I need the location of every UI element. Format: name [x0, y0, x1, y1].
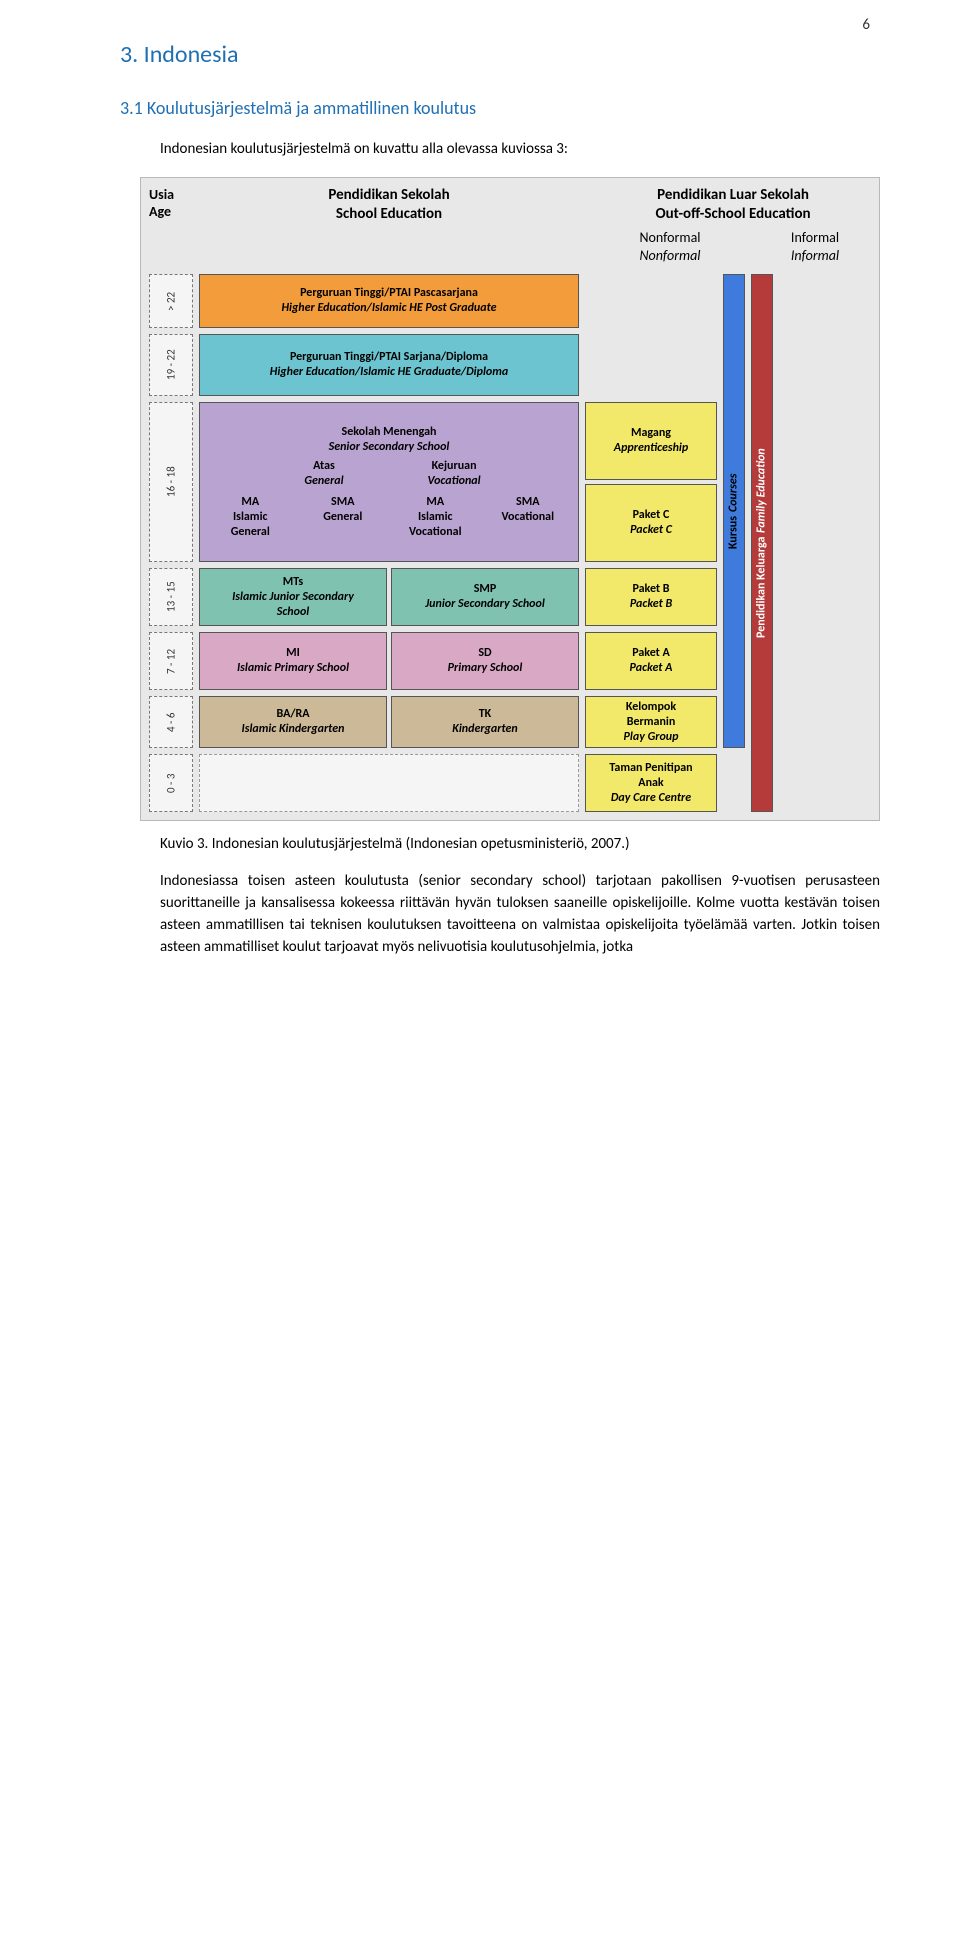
subsection-heading: 3.1 Koulutusjärjestelmä ja ammatillinen …: [120, 97, 880, 119]
section-heading: 3. Indonesia: [120, 40, 880, 69]
page-number: 6: [862, 16, 870, 34]
box-mi: MI Islamic Primary School: [199, 632, 387, 690]
hdr-school: Pendidikan Sekolah School Education: [199, 186, 579, 265]
box-senior-secondary: Sekolah Menengah Senior Secondary School…: [199, 402, 579, 562]
education-system-diagram: Usia Age Pendidikan Sekolah School Educa…: [140, 177, 880, 822]
box-postgrad: Perguruan Tinggi/PTAI Pascasarjana Highe…: [199, 274, 579, 328]
age-label: 13 - 15: [149, 568, 193, 626]
figure-caption: Kuvio 3. Indonesian koulutusjärjestelmä …: [160, 835, 880, 853]
intro-paragraph: Indonesian koulutusjärjestelmä on kuvatt…: [160, 139, 880, 161]
box-packet-c: Paket C Packet C: [585, 484, 717, 562]
box-tk: TK Kindergarten: [391, 696, 579, 748]
diagram-header: Usia Age Pendidikan Sekolah School Educa…: [149, 186, 871, 265]
box-empty: [199, 754, 579, 812]
box-packet-b: Paket B Packet B: [585, 568, 717, 626]
age-label: 19 - 22: [149, 334, 193, 396]
box-smp: SMP Junior Secondary School: [391, 568, 579, 626]
box-packet-a: Paket A Packet A: [585, 632, 717, 690]
box-playgroup: Kelompok Bermanin Play Group: [585, 696, 717, 748]
age-label: > 22: [149, 274, 193, 328]
box-mts: MTs Islamic Junior Secondary School: [199, 568, 387, 626]
hdr-outofschool: Pendidikan Luar Sekolah Out-off-School E…: [585, 186, 881, 265]
age-label: 7 - 12: [149, 632, 193, 690]
box-sd: SD Primary School: [391, 632, 579, 690]
age-label: 0 - 3: [149, 754, 193, 812]
sidebar-courses: KursusCourses: [723, 274, 745, 748]
box-daycare: Taman Penitipan Anak Day Care Centre: [585, 754, 717, 812]
sidebar-family-edu: Pendidikan KeluargaFamily Education: [751, 274, 773, 812]
hdr-age: Usia Age: [149, 186, 193, 265]
body-paragraph: Indonesiassa toisen asteen koulutusta (s…: [160, 871, 880, 958]
age-label: 16 - 18: [149, 402, 193, 562]
box-graduate: Perguruan Tinggi/PTAI Sarjana/Diploma Hi…: [199, 334, 579, 396]
box-ba-ra: BA/RA Islamic Kindergarten: [199, 696, 387, 748]
age-label: 4 - 6: [149, 696, 193, 748]
box-apprenticeship: Magang Apprenticeship: [585, 402, 717, 480]
